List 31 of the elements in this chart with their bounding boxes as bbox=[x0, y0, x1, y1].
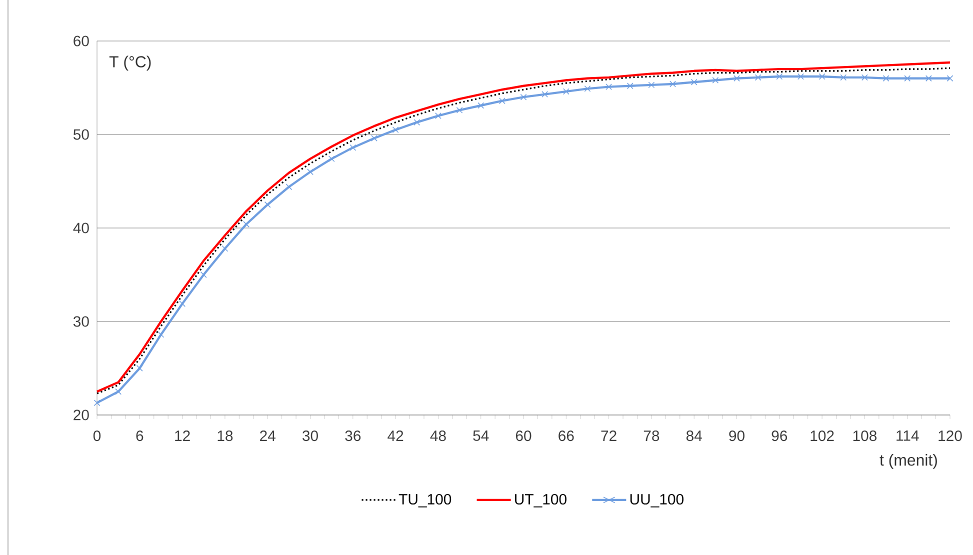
x-tick-label: 36 bbox=[345, 430, 361, 442]
y-tick-label: 50 bbox=[73, 129, 89, 140]
x-tick-label: 6 bbox=[136, 430, 144, 442]
y-tick-label: 30 bbox=[73, 316, 89, 327]
x-tick-label: 90 bbox=[729, 430, 744, 442]
legend-label: UU_100 bbox=[630, 494, 684, 508]
x-tick-label: 48 bbox=[430, 430, 446, 442]
x-tick-label: 120 bbox=[938, 430, 962, 442]
x-tick-label: 96 bbox=[772, 430, 788, 442]
x-tick-label: 60 bbox=[516, 430, 532, 442]
x-tick-label: 102 bbox=[810, 430, 834, 442]
x-tick-label: 108 bbox=[853, 430, 877, 442]
x-tick-label: 0 bbox=[93, 430, 101, 442]
x-tick-label: 114 bbox=[896, 430, 919, 441]
x-axis-title: t (menit) bbox=[880, 454, 937, 469]
x-tick-label: 30 bbox=[302, 430, 318, 442]
y-tick-label: 20 bbox=[74, 410, 89, 420]
y-tick-label: 40 bbox=[73, 222, 89, 234]
legend-label: UT_100 bbox=[515, 494, 566, 508]
x-tick-label: 12 bbox=[175, 430, 190, 441]
y-tick-label: 60 bbox=[74, 36, 89, 46]
x-tick-label: 54 bbox=[473, 430, 489, 441]
legend-label: TU_100 bbox=[398, 494, 452, 508]
x-tick-label: 84 bbox=[686, 430, 702, 442]
x-tick-label: 42 bbox=[388, 430, 404, 441]
x-tick-label: 66 bbox=[558, 430, 574, 442]
x-tick-label: 78 bbox=[644, 430, 660, 442]
x-tick-label: 18 bbox=[218, 430, 233, 442]
y-axis-title: T (°C) bbox=[109, 56, 151, 71]
x-tick-label: 24 bbox=[260, 430, 276, 441]
x-tick-label: 72 bbox=[601, 430, 616, 441]
